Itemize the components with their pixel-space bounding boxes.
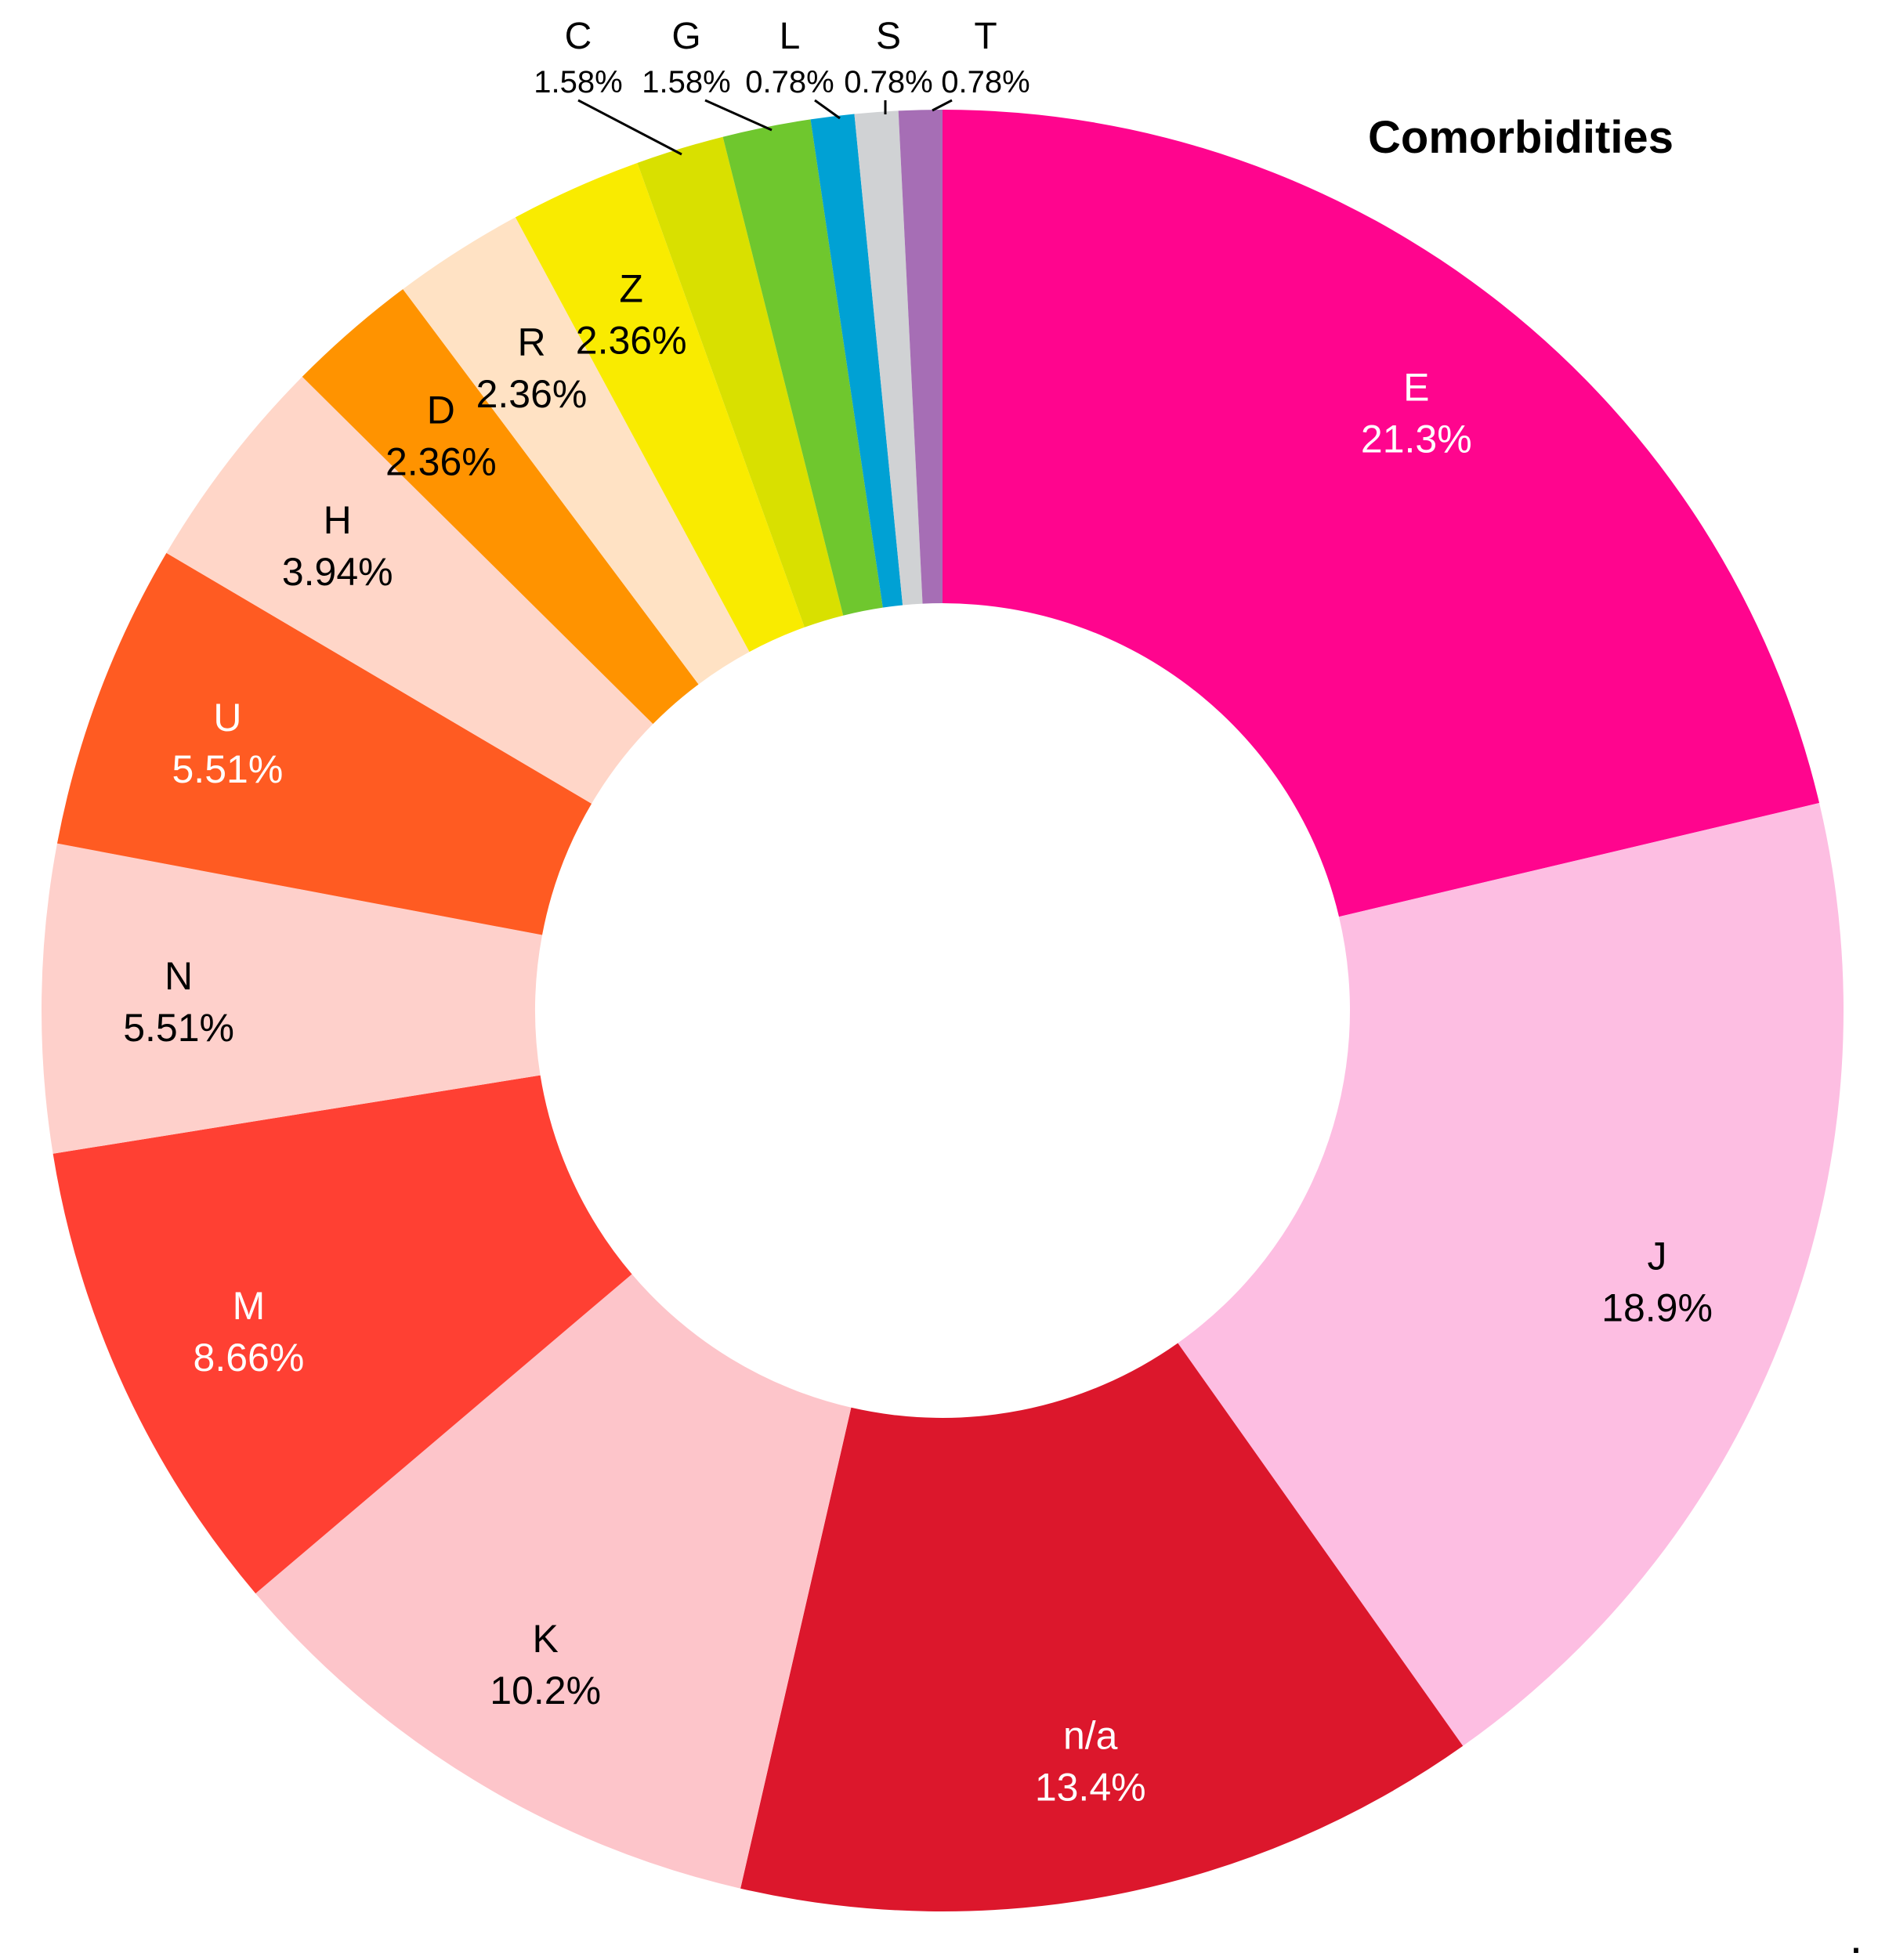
slice-label-n-a: n/a <box>1063 1714 1118 1758</box>
slice-d <box>302 289 699 725</box>
slice-label-e: E <box>1403 365 1429 409</box>
slice-u <box>56 552 592 935</box>
leader-line-c <box>577 99 682 156</box>
slice-label-l: L <box>780 16 801 57</box>
slice-s <box>854 110 923 606</box>
footnote-mark: . <box>1850 1911 1863 1960</box>
slice-label-m: M <box>233 1284 266 1328</box>
slice-percent-u: 5.51% <box>172 747 284 791</box>
slice-percent-d: 2.36% <box>385 440 497 484</box>
slice-label-s: S <box>876 16 901 57</box>
slice-label-d: D <box>427 389 455 432</box>
slice-g <box>722 119 883 616</box>
leader-lines <box>577 99 953 156</box>
slice-label-c: C <box>565 16 592 57</box>
slice-l <box>810 114 903 608</box>
leader-line-g <box>704 99 773 132</box>
slice-percent-k: 10.2% <box>490 1669 601 1712</box>
slice-j <box>1178 803 1844 1746</box>
slice-r <box>403 217 750 685</box>
slice-c <box>637 136 844 627</box>
slice-label-h: H <box>324 498 352 542</box>
slice-k <box>255 1274 852 1889</box>
slice-percent-n-a: 13.4% <box>1035 1766 1146 1810</box>
slice-percent-m: 8.66% <box>194 1336 305 1380</box>
slice-label-r: R <box>517 320 545 364</box>
slice-percent-l: 0.78% <box>745 65 834 99</box>
slice-percent-z: 2.36% <box>576 319 687 363</box>
slice-label-k: K <box>532 1617 558 1661</box>
slice-percent-c: 1.58% <box>534 65 622 99</box>
donut-slices <box>41 110 1844 1911</box>
slice-n-a <box>740 1343 1464 1911</box>
slice-z <box>515 162 805 653</box>
slice-label-g: G <box>671 16 700 57</box>
slice-label-n: N <box>165 954 193 998</box>
slice-labels: E 21.3% J 18.9% n/a 13.4% K 10.2% M 8.66% N 5.51% U 5… <box>123 16 1713 1810</box>
slice-percent-t: 0.78% <box>941 65 1029 99</box>
slice-percent-r: 2.36% <box>476 372 588 416</box>
chart-title: Comorbidities <box>1368 112 1674 163</box>
slice-h <box>166 376 653 804</box>
slice-label-t: T <box>974 16 997 57</box>
slice-label-u: U <box>213 696 241 740</box>
slice-percent-g: 1.58% <box>642 65 730 99</box>
leader-line-t <box>932 99 953 112</box>
slice-e <box>943 110 1820 917</box>
slice-percent-e: 21.3% <box>1361 417 1472 461</box>
slice-label-z: Z <box>619 267 643 311</box>
slice-m <box>52 1075 632 1594</box>
slice-percent-n: 5.51% <box>123 1006 234 1050</box>
slice-t <box>898 110 943 604</box>
slice-percent-h: 3.94% <box>282 550 393 594</box>
slice-percent-j: 18.9% <box>1601 1286 1713 1330</box>
slice-n <box>41 843 543 1154</box>
slice-percent-s: 0.78% <box>844 65 932 99</box>
slice-label-j: J <box>1648 1235 1667 1278</box>
leader-line-l <box>814 99 841 120</box>
